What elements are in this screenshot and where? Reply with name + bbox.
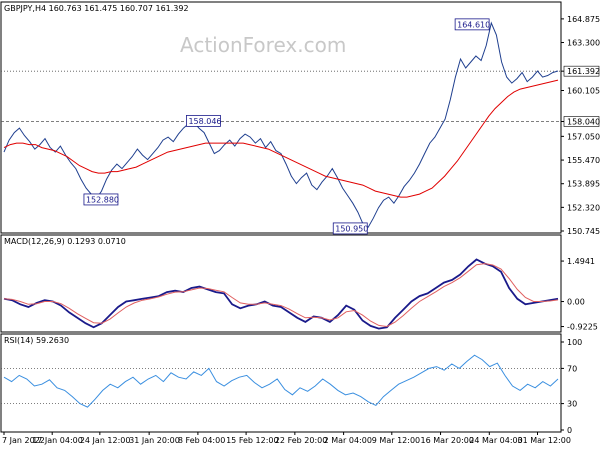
rsi-y-axis: 100 70 30 0 (561, 338, 582, 435)
y-tick-label: 155.470 (567, 156, 600, 165)
annotation-box (186, 114, 221, 127)
macd-y-axis: 1.4941 0.00 -0.9225 (561, 257, 598, 332)
annotation-box (454, 18, 490, 31)
annotation-box (83, 193, 119, 206)
y-tick-label: -0.9225 (567, 323, 598, 332)
y-tick-label: 163.300 (567, 39, 600, 48)
y-tick-label: 70 (567, 364, 577, 373)
y-tick-label: 1.4941 (567, 257, 595, 266)
y-tick-label: 164.875 (567, 15, 600, 24)
x-tick-label: 7 Jan 2022 (2, 436, 45, 445)
annotation-label: 158.046 (188, 117, 221, 126)
macd-panel: MACD(12,26,9) 0.1293 0.0710 1.4941 0.00 -0… (0, 234, 598, 333)
y-tick-label: 153.895 (567, 180, 600, 189)
y-tick-label: 157.050 (567, 132, 600, 141)
x-tick-label: 8 Feb 04:00 (178, 436, 225, 445)
macd-series (3, 258, 559, 330)
macd-header: MACD(12,26,9) 0.1293 0.0710 (4, 237, 126, 246)
y-tick-label: 100 (567, 338, 582, 347)
y-tick-label: 0 (567, 426, 572, 435)
y-tick-label: 150.745 (567, 227, 600, 236)
y-tick-label: 30 (567, 400, 577, 409)
annotation-label: 152.880 (86, 195, 119, 204)
x-tick-label: 2 Mar 04:00 (324, 436, 372, 445)
price-reference-lines (1, 70, 561, 122)
price-y-axis: 164.875 163.300 161.392 160.105 158.040 157.0… (561, 15, 600, 236)
series-macd (3, 258, 559, 330)
y-tick-label: 160.105 (567, 86, 600, 95)
annotation-box (332, 222, 368, 235)
rsi-header: RSI(14) 59.2630 (4, 336, 69, 345)
y-tick-label: 161.392 (567, 67, 600, 76)
x-tick-label: 31 Jan 20:00 (129, 436, 180, 445)
annotation-label: 164.610 (457, 20, 490, 29)
x-tick-label: 22 Feb 20:00 (275, 436, 327, 445)
y-tick-label: 158.040 (567, 117, 600, 126)
x-tick-label: 24 Mar 04:00 (469, 436, 522, 445)
watermark: ActionForex.com (180, 33, 346, 57)
x-tick-label: 31 Mar 12:00 (518, 436, 571, 445)
macd-panel-frame (0, 234, 562, 333)
x-tick-label: 17 Jan 04:00 (32, 436, 83, 445)
price-panel: GBPJPY,H4 160.763 161.475 160.707 161.39… (0, 1, 600, 236)
series-signal (3, 263, 559, 328)
series-ma (3, 79, 559, 198)
y-tick-label: 152.320 (567, 203, 600, 212)
series-rsi (3, 354, 559, 408)
y-tick-label: 0.00 (567, 298, 585, 307)
x-tick-label: 9 Mar 12:00 (372, 436, 420, 445)
annotation-label: 150.950 (335, 224, 368, 233)
price-header: GBPJPY,H4 160.763 161.475 160.707 161.39… (4, 4, 189, 13)
price-highlight-box (563, 65, 600, 77)
x-tick-label: 15 Feb 12:00 (226, 436, 278, 445)
rsi-panel-frame (0, 333, 562, 433)
rsi-reference-lines (1, 367, 561, 405)
price-highlight-box (563, 116, 600, 127)
rsi-series (3, 354, 559, 408)
x-tick-label: 24 Jan 12:00 (80, 436, 131, 445)
x-tick-label: 16 Mar 20:00 (421, 436, 474, 445)
price-annotations: 164.610 158.046 152.880 150.950 (83, 18, 490, 235)
rsi-panel: RSI(14) 59.2630 100 70 30 0 (0, 333, 582, 435)
